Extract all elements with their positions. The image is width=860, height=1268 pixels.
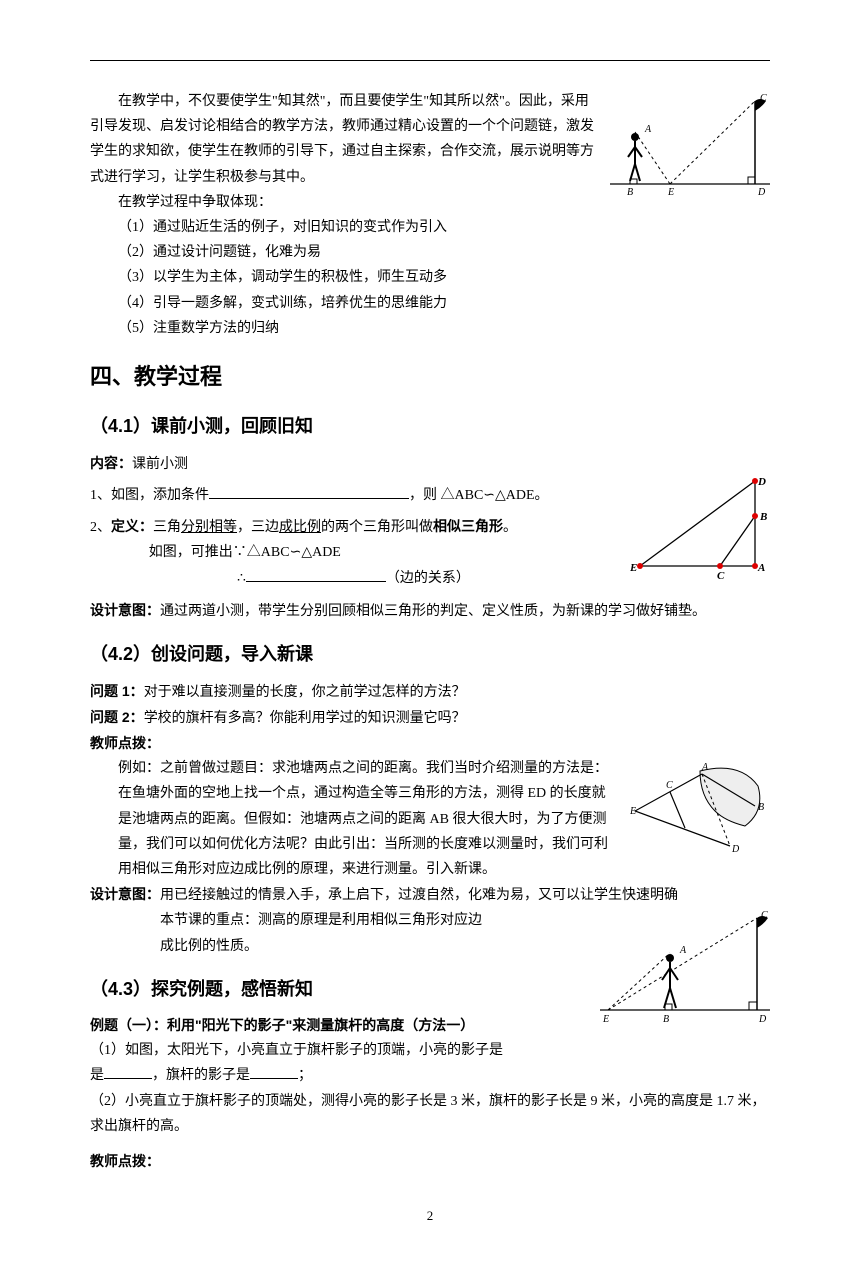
blank-q1 <box>209 485 409 499</box>
svg-text:B: B <box>663 1014 669 1025</box>
shadow-diagram-1: A B C D E <box>610 89 770 208</box>
design-intent-41: 设计意图：通过两道小测，带学生分别回顾相似三角形的判定、定义性质，为新课的学习做… <box>90 598 770 624</box>
svg-text:C: C <box>717 570 725 581</box>
design-42-l1: 设计意图：用已经接触过的情景入手，承上启下，过渡自然，化难为易，又可以让学生快速… <box>90 882 770 908</box>
top-rule <box>90 60 770 61</box>
svg-text:D: D <box>731 844 740 855</box>
svg-text:A: A <box>701 762 709 773</box>
blank-q2 <box>246 568 386 582</box>
svg-text:E: E <box>667 187 674 198</box>
intro-item-2: （2）通过设计问题链，化难为易 <box>90 240 770 265</box>
intro-item-4: （4）引导一题多解，变式训练，培养优生的思维能力 <box>90 291 770 316</box>
svg-text:D: D <box>757 187 766 198</box>
section-4-1-body: E C A B D 内容：课前小测 1、如图，添加条件，则 △ABC∽△ADE。… <box>90 451 770 598</box>
section-4-1-title: （4.1）课前小测，回顾旧知 <box>90 410 770 442</box>
ex1-p1: （1）如图，太阳光下，小亮直立于旗杆影子的顶端，小亮的影子是是，旗杆的影子是； <box>90 1038 770 1088</box>
svg-text:D: D <box>757 476 766 488</box>
section-4-2-body: 问题 1：对于难以直接测量的长度，你之前学过怎样的方法？ 问题 2：学校的旗杆有… <box>90 679 770 883</box>
content-label: 内容： <box>90 455 132 471</box>
ex1-p2: （2）小亮直立于旗杆影子的顶端处，测得小亮的影子长是 3 米，旗杆的影子长是 9… <box>90 1089 770 1139</box>
blank-ex1a <box>104 1065 152 1079</box>
q1-42: 问题 1：对于难以直接测量的长度，你之前学过怎样的方法？ <box>90 679 770 705</box>
content-text: 课前小测 <box>132 457 188 472</box>
svg-text:E: E <box>602 1014 609 1025</box>
svg-text:E: E <box>630 562 637 574</box>
svg-text:C: C <box>761 910 768 921</box>
svg-text:B: B <box>759 511 767 523</box>
triangle-diagram: E C A B D <box>630 471 770 590</box>
intro-item-3: （3）以学生为主体，调动学生的积极性，师生互动多 <box>90 265 770 290</box>
svg-text:B: B <box>627 187 633 198</box>
design-and-43: A B C D E 本节课的重点：测高的原理是利用相似三角形对应边 成比例的性质… <box>90 908 770 1088</box>
intro-block: A B C D E 在教学中，不仅要使学生"知其然"，而且要使学生"知其所以然"… <box>90 89 770 341</box>
intro-item-1: （1）通过贴近生活的例子，对旧知识的变式作为引入 <box>90 215 770 240</box>
svg-text:C: C <box>760 93 767 104</box>
svg-text:B: B <box>758 802 764 813</box>
teacher-label-43: 教师点拨： <box>90 1149 770 1174</box>
section-4-title: 四、教学过程 <box>90 357 770 397</box>
section-4-2-title: （4.2）创设问题，导入新课 <box>90 638 770 670</box>
intro-item-5: （5）注重数学方法的归纳 <box>90 316 770 341</box>
blank-ex1b <box>250 1065 298 1079</box>
svg-text:A: A <box>679 945 687 956</box>
svg-text:A: A <box>757 562 765 574</box>
pond-diagram: A B C D E <box>630 756 770 870</box>
svg-text:D: D <box>758 1014 767 1025</box>
svg-text:E: E <box>630 806 636 817</box>
shadow-diagram-2: A B C D E <box>600 908 770 1037</box>
svg-text:A: A <box>644 124 652 135</box>
q2-42: 问题 2：学校的旗杆有多高？你能利用学过的知识测量它吗？ <box>90 705 770 731</box>
teacher-label-42: 教师点拨： <box>90 731 770 756</box>
svg-text:C: C <box>666 780 673 791</box>
